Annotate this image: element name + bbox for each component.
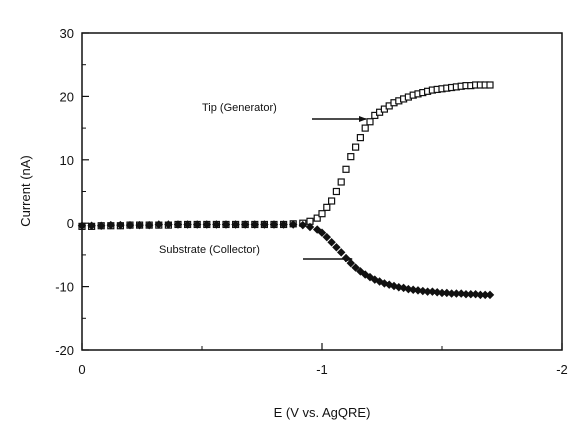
substrate-data-point	[351, 263, 360, 272]
series-substrate-collector	[77, 220, 495, 300]
annotations: Tip (Generator) Substrate (Collector)	[159, 102, 367, 262]
y-tick-label: 20	[60, 89, 74, 104]
tip-data-point	[332, 187, 340, 196]
tip-data-point	[361, 124, 369, 132]
substrate-data-point	[341, 253, 351, 263]
substrate-data-point	[279, 220, 288, 229]
substrate-data-point	[336, 248, 346, 257]
tip-data-point	[352, 143, 360, 151]
substrate-data-point	[202, 220, 212, 229]
substrate-data-point	[312, 225, 322, 234]
substrate-data-point	[192, 220, 202, 229]
substrate-data-point	[260, 220, 269, 229]
y-tick-label: 30	[60, 26, 74, 41]
substrate-data-point	[370, 275, 380, 284]
substrate-data-point	[365, 272, 375, 282]
substrate-data-point	[327, 237, 336, 247]
substrate-data-point	[356, 267, 365, 276]
substrate-data-point	[380, 279, 389, 288]
substrate-data-point	[485, 290, 495, 300]
substrate-data-point	[173, 220, 183, 229]
annotation-substrate-collector: Substrate (Collector)	[159, 244, 260, 256]
y-axis-label: Current (nA)	[18, 155, 33, 227]
substrate-data-point	[231, 220, 240, 229]
tip-data-point	[366, 118, 374, 126]
substrate-data-point	[250, 220, 260, 229]
substrate-data-point	[317, 228, 327, 237]
tip-data-point	[356, 134, 364, 142]
x-axis-label: E (V vs. AgQRE)	[274, 405, 371, 420]
substrate-data-point	[221, 220, 231, 229]
tip-data-point	[337, 178, 345, 186]
plot-frame	[81, 32, 563, 351]
y-tick-label: 10	[60, 153, 74, 168]
substrate-data-point	[305, 222, 315, 232]
axis-tick-labels: 0 -1 -2 -20 -10 0 10 20 30	[55, 26, 568, 377]
substrate-data-point	[332, 243, 341, 252]
tip-data-point	[313, 214, 321, 222]
y-tick-label: -20	[55, 343, 74, 358]
substrate-data-point	[144, 220, 154, 230]
x-tick-label: 0	[78, 362, 85, 377]
substrate-data-point	[96, 221, 106, 230]
substrate-data-point	[212, 220, 221, 229]
tip-data-point	[347, 153, 355, 161]
x-tick-label: -1	[316, 362, 328, 377]
substrate-data-point	[125, 220, 135, 230]
tip-data-point	[318, 210, 326, 218]
substrate-data-point	[269, 220, 279, 229]
tip-data-point	[323, 203, 331, 211]
axis-ticks	[81, 32, 563, 351]
tip-data-point	[328, 197, 336, 205]
substrate-data-point	[154, 220, 164, 229]
y-tick-label: 0	[67, 216, 74, 231]
annotation-tip-generator: Tip (Generator)	[202, 102, 277, 114]
series-tip-generator	[78, 81, 494, 230]
substrate-data-point	[135, 220, 144, 230]
tip-data-point	[342, 165, 350, 173]
substrate-data-point	[288, 220, 298, 229]
substrate-data-point	[164, 220, 173, 229]
substrate-data-point	[298, 220, 308, 230]
substrate-data-point	[183, 220, 192, 229]
substrate-data-point	[106, 220, 116, 230]
substrate-data-point	[77, 221, 87, 230]
y-tick-label: -10	[55, 280, 74, 295]
substrate-data-point	[240, 220, 250, 229]
tip-data-point	[486, 81, 494, 89]
substrate-data-point	[360, 270, 370, 279]
substrate-data-point	[87, 221, 96, 230]
x-tick-label: -2	[556, 362, 568, 377]
substrate-data-point	[116, 220, 125, 230]
substrate-data-point	[322, 232, 332, 242]
